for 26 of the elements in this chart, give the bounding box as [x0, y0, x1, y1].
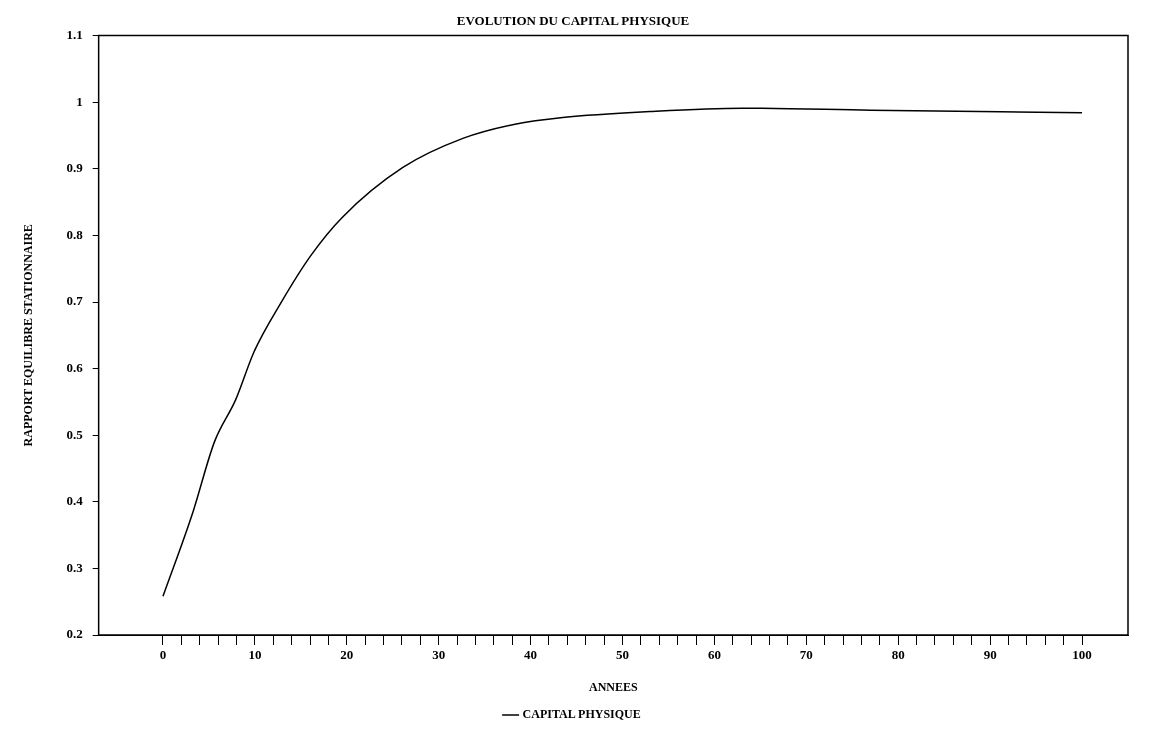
x-tick-label: 90: [983, 647, 997, 663]
x-tick-label: 0: [159, 647, 167, 663]
y-tick-label: 1.1: [66, 26, 83, 42]
y-tick-label: 0.6: [66, 359, 84, 375]
y-tick-label: 0.3: [66, 559, 84, 575]
x-tick-label: 80: [891, 647, 905, 663]
y-tick-label: 0.9: [66, 160, 84, 176]
legend-label: CAPITAL PHYSIQUE: [522, 707, 641, 722]
y-tick-label: 0.2: [66, 626, 83, 642]
y-tick-label: 0.4: [66, 493, 84, 509]
x-tick-label: 40: [524, 647, 538, 663]
chart-title: EVOLUTION DU CAPITAL PHYSIQUE: [456, 13, 690, 29]
x-tick-label: 100: [1072, 647, 1092, 663]
y-tick-label: 0.8: [66, 226, 84, 242]
x-tick-label: 10: [248, 647, 262, 663]
x-tick-label: 30: [432, 647, 446, 663]
x-tick-label: 70: [799, 647, 813, 663]
line-series: [162, 107, 1083, 598]
y-tick-label: 0.5: [66, 426, 84, 442]
x-tick-label: 50: [616, 647, 630, 663]
x-tick-label: 60: [707, 647, 721, 663]
y-tick-label: 1: [76, 93, 83, 109]
x-tick-label: 20: [340, 647, 354, 663]
y-tick-label: 0.7: [66, 293, 84, 309]
x-axis-title: ANNEES: [588, 679, 638, 694]
y-axis-title: RAPPORT EQUILIBRE STATIONNAIRE: [21, 224, 36, 447]
